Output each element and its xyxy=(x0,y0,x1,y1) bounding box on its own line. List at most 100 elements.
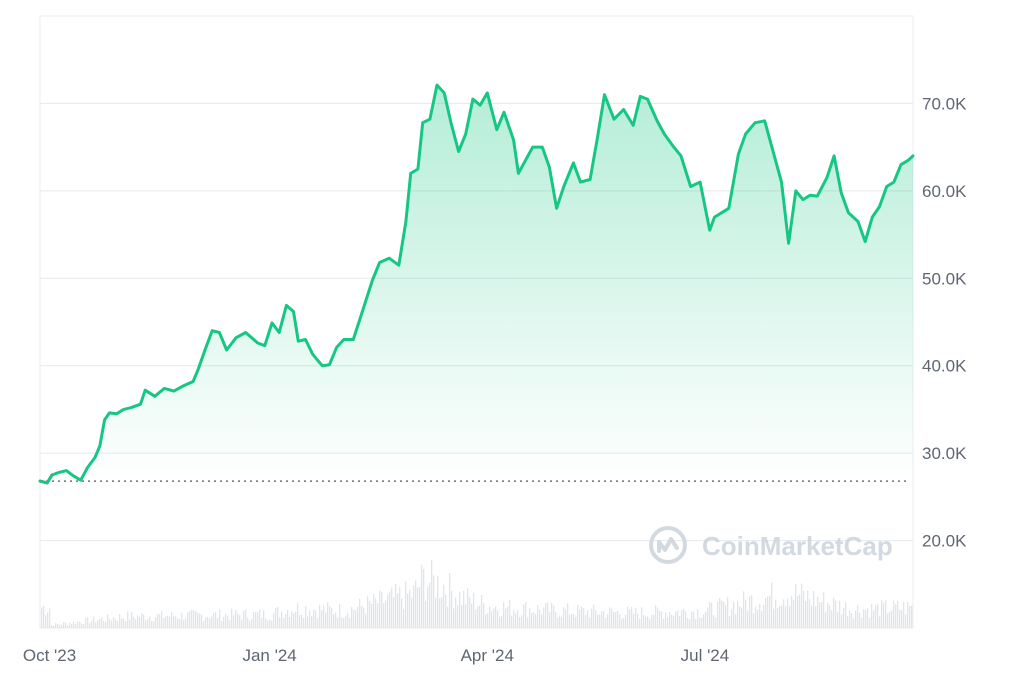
volume-bar xyxy=(815,606,817,628)
volume-bar xyxy=(299,615,301,628)
volume-bar xyxy=(615,612,617,628)
volume-bar xyxy=(113,617,115,628)
volume-bar xyxy=(767,596,769,628)
volume-bar xyxy=(215,612,217,628)
volume-bar xyxy=(445,594,447,628)
volume-bar xyxy=(421,564,423,628)
volume-bar xyxy=(451,590,453,628)
volume-bar xyxy=(459,591,461,628)
volume-bar xyxy=(641,607,643,628)
volume-bar xyxy=(507,606,509,628)
volume-bar xyxy=(227,615,229,628)
volume-bar xyxy=(579,609,581,628)
volume-bar xyxy=(725,604,727,628)
volume-bar xyxy=(297,602,299,628)
volume-bar xyxy=(661,611,663,628)
volume-bar xyxy=(789,606,791,628)
volume-bar xyxy=(883,602,885,628)
volume-bar xyxy=(627,606,629,628)
volume-bar xyxy=(589,617,591,628)
volume-bar xyxy=(811,605,813,628)
volume-bar xyxy=(487,613,489,628)
volume-bar xyxy=(127,611,129,628)
volume-bar xyxy=(115,619,117,628)
volume-bar xyxy=(899,609,901,628)
volume-bar xyxy=(751,595,753,628)
volume-bar xyxy=(573,614,575,628)
volume-bar xyxy=(719,598,721,628)
volume-bar xyxy=(139,617,141,628)
volume-bar xyxy=(465,604,467,628)
volume-bar xyxy=(391,587,393,628)
volume-bar xyxy=(593,604,595,628)
volume-bar xyxy=(477,606,479,628)
volume-bar xyxy=(439,598,441,628)
volume-bar xyxy=(155,617,157,628)
volume-bar xyxy=(617,610,619,628)
volume-bar xyxy=(819,602,821,628)
volume-bar xyxy=(347,613,349,628)
volume-bar xyxy=(625,614,627,628)
volume-bar xyxy=(631,606,633,628)
volume-bar xyxy=(903,602,905,628)
volume-bar xyxy=(483,603,485,628)
volume-bar xyxy=(705,611,707,628)
volume-bar xyxy=(639,618,641,628)
volume-bar xyxy=(307,616,309,628)
volume-bar xyxy=(131,612,133,628)
volume-bar xyxy=(257,612,259,628)
volume-bar xyxy=(69,622,71,628)
volume-bar xyxy=(87,617,89,628)
volume-bar xyxy=(365,613,367,628)
volume-bar xyxy=(211,616,213,628)
volume-bar xyxy=(213,612,215,628)
volume-bar xyxy=(457,605,459,628)
volume-bar xyxy=(315,610,317,628)
volume-bar xyxy=(817,596,819,628)
volume-bar xyxy=(853,618,855,628)
y-tick-label: 40.0K xyxy=(922,357,967,376)
volume-bar xyxy=(321,610,323,628)
volume-bar xyxy=(747,610,749,628)
volume-bar xyxy=(59,624,61,628)
volume-bar xyxy=(165,616,167,628)
volume-bar xyxy=(835,600,837,628)
volume-bar xyxy=(221,621,223,628)
volume-bar xyxy=(547,602,549,628)
volume-bar xyxy=(237,613,239,628)
volume-bar xyxy=(629,609,631,628)
y-tick-label: 20.0K xyxy=(922,532,967,551)
volume-bar xyxy=(63,622,65,628)
volume-bar xyxy=(71,624,73,628)
volume-bar xyxy=(53,626,55,628)
volume-bar xyxy=(277,607,279,628)
volume-bar xyxy=(637,613,639,628)
volume-bar xyxy=(535,614,537,628)
volume-bar xyxy=(435,597,437,628)
volume-bar xyxy=(847,616,849,628)
volume-bar xyxy=(687,617,689,628)
volume-bar xyxy=(243,610,245,628)
volume-bar xyxy=(461,605,463,628)
volume-bar xyxy=(419,587,421,628)
volume-bar xyxy=(169,616,171,628)
volume-bar xyxy=(633,613,635,628)
y-tick-label: 60.0K xyxy=(922,182,967,201)
volume-bar xyxy=(79,621,81,628)
volume-bar xyxy=(357,606,359,628)
volume-bar xyxy=(723,601,725,628)
volume-bar xyxy=(455,597,457,628)
volume-bar xyxy=(867,608,869,628)
volume-bar xyxy=(249,620,251,628)
volume-bar xyxy=(463,591,465,628)
volume-bar xyxy=(167,615,169,628)
volume-bar xyxy=(583,608,585,628)
volume-bar xyxy=(539,609,541,628)
volume-bar xyxy=(147,619,149,628)
volume-bar xyxy=(371,604,373,628)
volume-bar xyxy=(255,611,257,628)
volume-bar xyxy=(123,618,125,628)
volume-bar xyxy=(513,609,515,628)
volume-bar xyxy=(67,625,69,628)
volume-bar xyxy=(493,608,495,628)
